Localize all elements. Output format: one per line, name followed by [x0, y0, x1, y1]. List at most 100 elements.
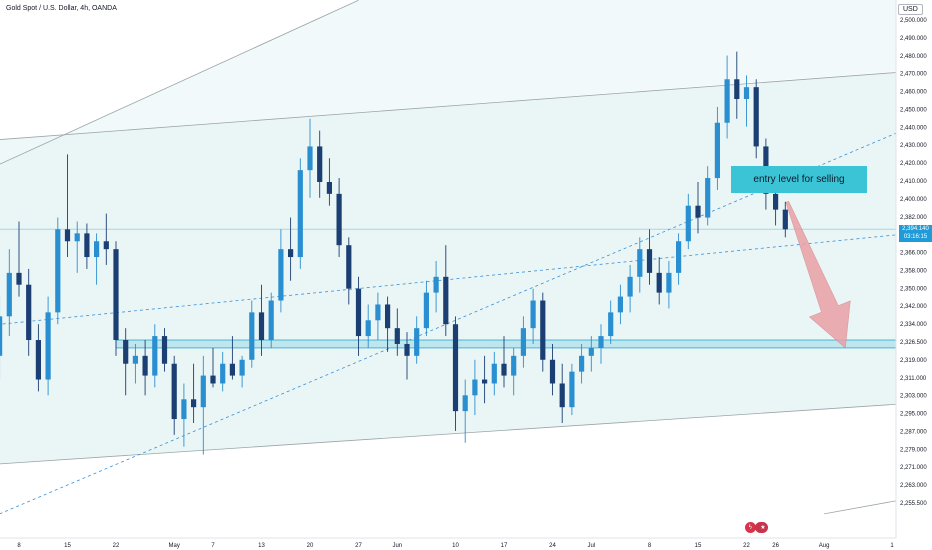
time-axis[interactable]: [0, 538, 932, 550]
candle[interactable]: [743, 75, 750, 127]
candle[interactable]: [0, 296, 3, 380]
candle[interactable]: [268, 292, 274, 348]
candle[interactable]: [569, 363, 575, 416]
candle[interactable]: [394, 308, 400, 356]
candle[interactable]: [443, 245, 449, 337]
channel-upper-line[interactable]: [0, 70, 912, 142]
candle[interactable]: [317, 130, 323, 198]
candle[interactable]: [482, 355, 488, 404]
y-tick-label: 2,470.000: [900, 72, 927, 78]
candle[interactable]: [559, 363, 565, 423]
candle[interactable]: [6, 249, 12, 337]
candle[interactable]: [16, 221, 22, 297]
candle[interactable]: [646, 229, 653, 285]
candle[interactable]: [724, 55, 730, 139]
candle[interactable]: [171, 355, 177, 435]
candle[interactable]: [588, 336, 594, 372]
candle[interactable]: [297, 158, 303, 269]
candle[interactable]: [462, 379, 468, 443]
candle[interactable]: [307, 118, 313, 198]
candle[interactable]: [452, 316, 459, 431]
candle[interactable]: [210, 347, 216, 388]
candle[interactable]: [714, 106, 720, 190]
support-zone[interactable]: [115, 339, 897, 349]
candle[interactable]: [326, 158, 332, 206]
candle-body: [724, 79, 730, 123]
candle[interactable]: [74, 221, 80, 273]
candle[interactable]: [181, 383, 187, 447]
candle[interactable]: [229, 336, 235, 380]
candle[interactable]: [530, 288, 536, 344]
candle[interactable]: [113, 241, 119, 356]
candle[interactable]: [191, 363, 197, 423]
candle[interactable]: [511, 347, 517, 396]
candle-body: [278, 249, 284, 301]
candle[interactable]: [656, 257, 662, 305]
candle[interactable]: [433, 261, 439, 313]
candle[interactable]: [355, 276, 362, 356]
candle[interactable]: [152, 324, 158, 388]
candle[interactable]: [55, 217, 61, 325]
candle[interactable]: [666, 261, 672, 309]
candle[interactable]: [617, 284, 623, 325]
candle[interactable]: [685, 193, 691, 250]
candle[interactable]: [676, 233, 682, 285]
candle[interactable]: [753, 79, 759, 159]
candle[interactable]: [200, 355, 206, 455]
candle[interactable]: [734, 51, 740, 119]
us-flag-icon[interactable]: ★: [757, 522, 769, 533]
candle[interactable]: [336, 178, 342, 258]
candle[interactable]: [346, 237, 352, 305]
candle[interactable]: [94, 233, 100, 285]
candle[interactable]: [491, 351, 497, 396]
lightning-icon[interactable]: ϟ: [744, 522, 756, 533]
candle[interactable]: [45, 296, 51, 396]
candle[interactable]: [26, 268, 32, 356]
candle-body: [423, 292, 429, 329]
candle[interactable]: [705, 166, 711, 226]
candle[interactable]: [161, 328, 168, 372]
candle[interactable]: [123, 328, 129, 396]
candle[interactable]: [288, 217, 294, 281]
candle[interactable]: [142, 340, 148, 396]
candle[interactable]: [423, 280, 429, 337]
price-axis[interactable]: [896, 0, 932, 550]
candle[interactable]: [84, 223, 90, 269]
candle-body: [191, 399, 197, 408]
candle[interactable]: [637, 237, 643, 293]
candle[interactable]: [365, 304, 371, 348]
candle[interactable]: [375, 292, 381, 341]
candle[interactable]: [540, 292, 546, 372]
candle[interactable]: [64, 154, 71, 258]
candle[interactable]: [35, 324, 41, 392]
candle[interactable]: [608, 300, 614, 344]
sell-arrow[interactable]: [785, 200, 851, 349]
y-tick-label: 2,326.500: [900, 340, 927, 346]
candle-body: [0, 316, 3, 356]
candle[interactable]: [501, 336, 507, 388]
candle[interactable]: [404, 332, 410, 380]
currency-button[interactable]: USD: [898, 4, 923, 15]
channel-lower-line[interactable]: [0, 402, 912, 466]
candle[interactable]: [472, 359, 478, 416]
candle[interactable]: [132, 343, 138, 384]
candle[interactable]: [258, 284, 265, 356]
candle[interactable]: [278, 229, 284, 313]
candle[interactable]: [249, 300, 255, 368]
candle[interactable]: [220, 351, 226, 392]
candle[interactable]: [103, 213, 109, 265]
candle[interactable]: [579, 343, 585, 384]
candle[interactable]: [598, 324, 604, 364]
candle[interactable]: [414, 316, 420, 364]
candle[interactable]: [549, 343, 556, 396]
candle[interactable]: [782, 201, 788, 238]
candle[interactable]: [385, 296, 391, 352]
candle[interactable]: [627, 264, 633, 313]
candle[interactable]: [239, 355, 245, 388]
outer-trend-line[interactable]: [0, 0, 359, 182]
candle[interactable]: [695, 181, 701, 234]
candle[interactable]: [520, 316, 526, 368]
entry-level-annotation[interactable]: entry level for selling: [731, 166, 867, 193]
